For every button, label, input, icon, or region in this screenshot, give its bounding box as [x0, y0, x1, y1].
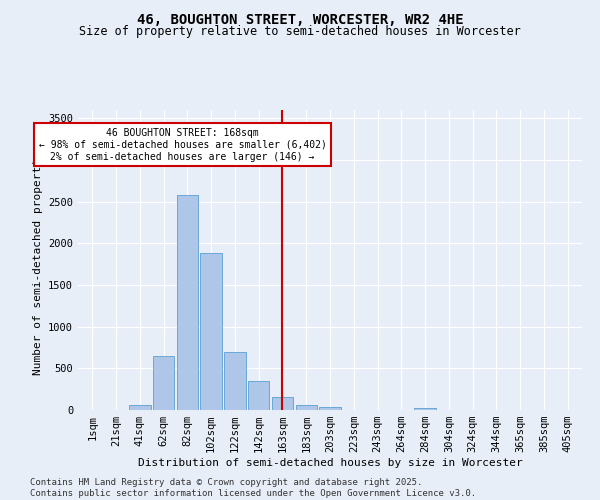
Bar [296, 404, 317, 410]
Bar [224, 352, 245, 410]
Text: 46 BOUGHTON STREET: 168sqm
← 98% of semi-detached houses are smaller (6,402)
2% : 46 BOUGHTON STREET: 168sqm ← 98% of semi… [38, 128, 326, 162]
Bar [129, 404, 151, 410]
Text: Size of property relative to semi-detached houses in Worcester: Size of property relative to semi-detach… [79, 25, 521, 38]
Text: Contains HM Land Registry data © Crown copyright and database right 2025.
Contai: Contains HM Land Registry data © Crown c… [30, 478, 476, 498]
Bar [176, 195, 198, 410]
Y-axis label: Number of semi-detached properties: Number of semi-detached properties [32, 145, 43, 375]
Bar [415, 408, 436, 410]
Bar [272, 396, 293, 410]
Text: 46, BOUGHTON STREET, WORCESTER, WR2 4HE: 46, BOUGHTON STREET, WORCESTER, WR2 4HE [137, 12, 463, 26]
Bar [319, 407, 341, 410]
Bar [248, 381, 269, 410]
X-axis label: Distribution of semi-detached houses by size in Worcester: Distribution of semi-detached houses by … [137, 458, 523, 468]
Bar [200, 254, 222, 410]
Bar [153, 356, 174, 410]
